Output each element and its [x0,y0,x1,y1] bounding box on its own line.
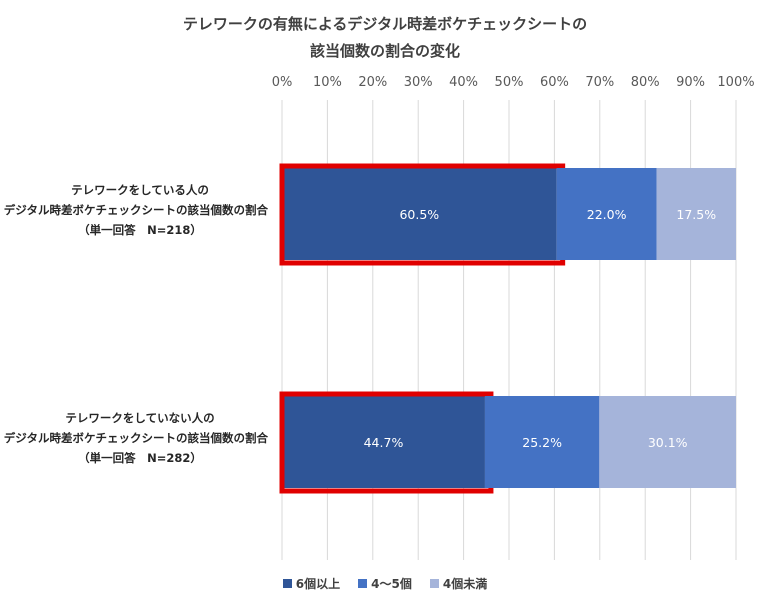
legend: 6個以上 4～5個 4個未満 [0,575,770,592]
legend-item: 4～5個 [358,575,412,592]
x-tick-label: 50% [495,75,524,90]
bar-segment [556,168,657,260]
bar-segment [484,396,600,488]
legend-swatch [358,579,368,588]
category-label: デジタル時差ボケチェックシートの該当個数の割合 [4,431,269,445]
legend-item: 6個以上 [282,575,341,592]
data-label: 30.1% [648,435,688,450]
x-tick-label: 60% [540,75,569,90]
bar-segment [599,396,736,488]
category-label: デジタル時差ボケチェックシートの該当個数の割合 [4,203,269,217]
bar-segment [656,168,736,260]
bar-segment [282,168,557,260]
category-label: テレワークをしていない人の [65,411,214,425]
legend-swatch [282,579,292,588]
legend-label: 4～5個 [371,577,412,591]
data-label: 60.5% [399,207,439,222]
data-label: 25.2% [522,435,562,450]
chart-title-line-2: 該当個数の割合の変化 [309,42,460,60]
x-tick-label: 30% [404,75,433,90]
legend-swatch [429,579,439,588]
x-tick-label: 20% [358,75,387,90]
x-tick-label: 80% [631,75,660,90]
data-label: 44.7% [364,435,404,450]
category-label: テレワークをしている人の [71,183,209,197]
x-tick-label: 100% [717,75,754,90]
x-tick-label: 40% [449,75,478,90]
legend-label: 4個未満 [442,577,488,591]
legend-item: 4個未満 [429,575,488,592]
x-tick-label: 0% [272,75,293,90]
category-label: （単一回答 N=282） [78,451,202,465]
bar-segment [282,396,485,488]
data-label: 22.0% [587,207,627,222]
data-label: 17.5% [676,207,716,222]
legend-label: 6個以上 [295,577,341,591]
x-tick-label: 90% [676,75,705,90]
category-label: （単一回答 N=218） [78,223,202,237]
x-tick-label: 10% [313,75,342,90]
x-tick-label: 70% [585,75,614,90]
chart-title-line-1: テレワークの有無によるデジタル時差ボケチェックシートの [182,15,588,33]
